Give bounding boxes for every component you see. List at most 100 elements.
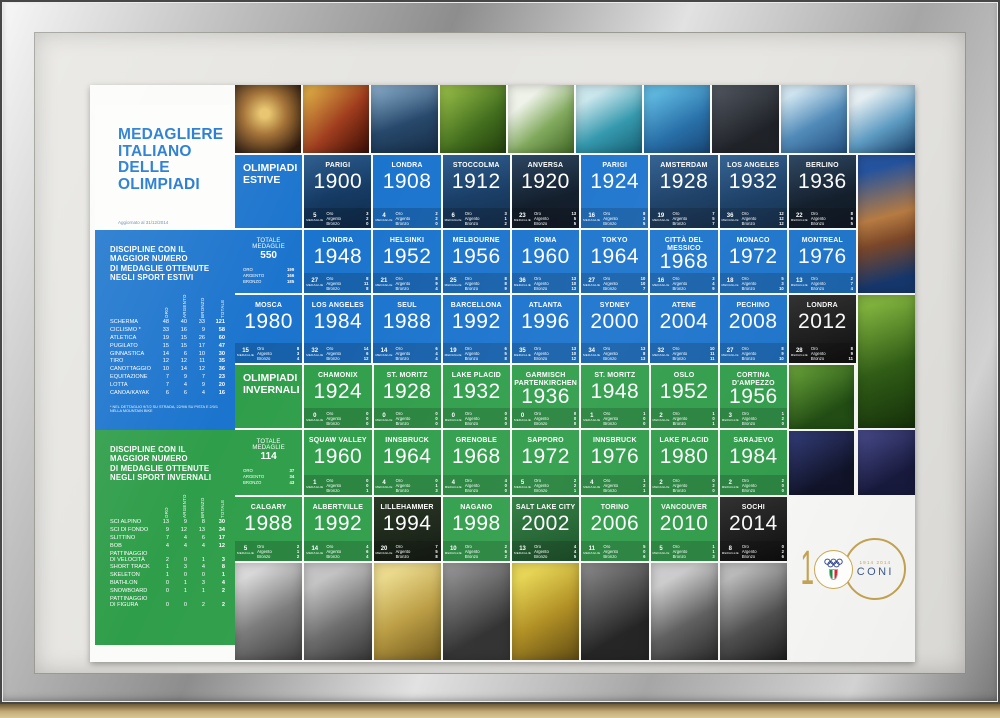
games-year: 1952: [659, 380, 709, 403]
title-line: MEDAGLIERE: [118, 126, 224, 143]
photo-bw-wheel: [304, 563, 372, 660]
medal-count-label: MEDAGLIE: [306, 283, 324, 288]
medal-type-labels: Oro Argento Bronzo: [672, 410, 688, 426]
games-city: ATLANTA: [528, 302, 563, 309]
medal-type-labels: Oro Argento Bronzo: [395, 345, 411, 361]
discipline-value: 1: [183, 587, 187, 594]
column-header: ORO: [164, 306, 169, 318]
totals-value: 550: [260, 250, 277, 262]
totals-value: 114: [260, 451, 277, 463]
discipline-value: 1: [183, 580, 187, 586]
discipline-value: 2: [201, 601, 205, 608]
medal-count-label: MEDAGLIE: [583, 353, 601, 358]
discipline-value: 13: [162, 519, 169, 526]
discipline-value: 48: [162, 319, 169, 326]
games-city: INNSBRUCK: [592, 437, 637, 444]
medal-count: 11: [588, 546, 595, 553]
games-city: ALBERTVILLE: [312, 504, 364, 511]
discipline-name: SNOWBOARD: [110, 587, 148, 594]
medal-poster: MEDAGLIERE ITALIANO DELLE OLIMPIADI Aggiorn…: [90, 85, 916, 662]
coni-rings-circle: [814, 549, 854, 589]
discipline-value: 2: [165, 556, 169, 563]
disciplines-heading: DISCIPLINE CON IL MAGGIOR NUMERO DI MEDAGL…: [110, 445, 212, 483]
discipline-value: 30: [218, 350, 225, 357]
medal-type-labels: Oro Argento Bronzo: [395, 410, 411, 426]
discipline-value: 8: [221, 564, 225, 571]
games-year: 2000: [590, 310, 640, 333]
medal-count: 0: [313, 413, 317, 420]
medal-count: 20: [380, 546, 388, 553]
games-year: 1952: [382, 245, 432, 268]
games-city: BARCELLONA: [450, 302, 502, 309]
games-city: TOKYO: [601, 237, 628, 244]
medal-type-labels: Oro Argento Bronzo: [533, 210, 549, 226]
medal-strip: 5 MEDAGLIE Oro Argento Bronzo 2 2 1: [512, 475, 580, 495]
medal-strip: 34 MEDAGLIE Oro Argento Bronzo 13 8 13: [581, 343, 649, 363]
discipline-value: 0: [165, 587, 169, 594]
medal-count: 0: [520, 413, 525, 420]
discipline-value: 0: [165, 580, 169, 586]
discipline-value: 9: [165, 527, 169, 534]
discipline-value: 16: [218, 389, 225, 396]
medal-type-labels: Oro Argento Bronzo: [464, 410, 480, 426]
medal-count: 28: [795, 348, 803, 355]
discipline-value: 121: [215, 319, 225, 326]
medal-count-label: MEDAGLIE: [721, 418, 739, 423]
medal-count-label: MEDAGLIE: [583, 218, 601, 223]
discipline-name: CANOTTAGGIO: [110, 366, 151, 373]
games-cell-seul-1988: SEUL 1988 14 MEDAGLIE Oro Argento Bronzo 6 4 4: [373, 295, 441, 363]
games-cell-cortina-d-ampezzo-1956: CORTINA D'AMPEZZO 1956 3 MEDAGLIE Oro Argento…: [719, 365, 787, 428]
games-cell-anversa-1920: ANVERSA 1920 23 MEDAGLIE Oro Argento Bronzo 13 5…: [511, 155, 580, 228]
medal-count-label: MEDAGLIE: [790, 353, 808, 358]
games-city: STOCCOLMA: [452, 162, 500, 169]
games-cell-parigi-1900: PARIGI 1900 5 MEDAGLIE Oro Argento Bronzo 3 2 0: [304, 155, 372, 228]
title-line: ITALIANO: [118, 142, 192, 160]
photo-bw-cyclist: [235, 563, 303, 660]
games-cell-innsbruck-1976: INNSBRUCK 1976 4 MEDAGLIE Oro Argento Bronzo 1 2…: [581, 430, 649, 495]
medal-count: 23: [519, 213, 526, 220]
medal-count-label: MEDAGLIE: [721, 551, 739, 556]
games-city: ROMA: [534, 237, 557, 244]
games-cell-st-moritz-1948: ST. MORITZ 1948 1 MEDAGLIE Oro Argento Bronzo 1…: [581, 365, 649, 428]
medal-type-labels: Oro Argento Bronzo: [603, 477, 619, 493]
discipline-value: 15: [162, 342, 169, 349]
column-header: ARGENTO: [182, 493, 187, 518]
medal-strip: 35 MEDAGLIE Oro Argento Bronzo 13 10 12: [511, 343, 580, 363]
discipline-name: BOB: [110, 542, 122, 549]
medal-type-labels: Oro Argento Bronzo: [741, 543, 757, 559]
medal-count-label: MEDAGLIE: [375, 218, 393, 223]
medal-type-labels: Oro Argento Bronzo: [326, 410, 342, 426]
medal-count: 15: [242, 348, 249, 355]
games-year: 1948: [590, 380, 640, 403]
discipline-name: GINNASTICA: [110, 350, 145, 357]
medal-count-label: MEDAGLIE: [790, 218, 808, 223]
discipline-value: 4: [201, 389, 205, 396]
medal-type-labels: Oro Argento Bronzo: [672, 345, 688, 361]
medal-type-labels: Oro Argento Bronzo: [603, 345, 618, 361]
games-city: MELBOURNE: [452, 237, 500, 244]
games-city: SAPPORO: [527, 437, 564, 444]
medal-type-values: 8 11 8: [364, 275, 369, 291]
discipline-name: SCI ALPINO: [110, 519, 142, 526]
medal-type-labels: Oro Argento Bronzo: [464, 543, 480, 559]
disciplines-table: ORO ARGENTO BRONZO TOTALE SCI ALPINO 13 9 8 30 SC…: [110, 493, 225, 608]
medal-count: 8: [728, 546, 732, 553]
medal-type-labels: Oro Argento Bronzo: [741, 345, 757, 361]
games-year: 2006: [590, 512, 640, 535]
discipline-value: 33: [198, 319, 205, 326]
games-cell-stoccolma-1912: STOCCOLMA 1912 6 MEDAGLIE Oro Argento Bronzo 3 1…: [442, 155, 510, 228]
discipline-value: 7: [165, 381, 169, 388]
updated-note: Aggiornato al 31/12/2014: [118, 220, 169, 225]
games-cell-mosca-1980: MOSCA 1980 15 MEDAGLIE Oro Argento Bronzo 8 3 4: [235, 295, 303, 363]
medal-type-labels: Oro Argento Bronzo: [603, 210, 618, 226]
discipline-name: SCI DI FONDO: [110, 527, 149, 534]
photo-dark-crowd: [712, 85, 779, 153]
photo-skier-dark: [858, 430, 915, 495]
medal-count: 5: [659, 546, 663, 553]
medal-type-labels: Oro Argento Bronzo: [603, 410, 619, 426]
